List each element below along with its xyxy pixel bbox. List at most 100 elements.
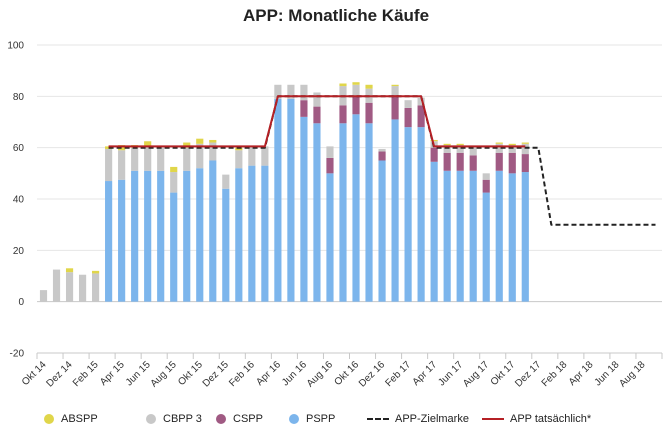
bar-cspp: [404, 107, 412, 128]
y-tick-label: 20: [13, 246, 25, 257]
bar-pspp: [352, 114, 360, 302]
x-tick-label: Jun 16: [280, 359, 309, 388]
x-tick-label: Aug 15: [149, 359, 179, 389]
bar-pspp: [326, 173, 334, 302]
bar-cspp: [326, 157, 334, 174]
bar-pspp: [456, 170, 464, 302]
bar-pspp: [521, 172, 529, 302]
bar-cbpp-3: [495, 143, 503, 153]
y-tick-label: 0: [18, 297, 24, 308]
bar-pspp: [391, 119, 399, 302]
bar-abspp: [183, 142, 191, 148]
bar-cbpp-3: [274, 84, 282, 99]
bar-cspp: [482, 179, 490, 193]
bar-abspp: [521, 142, 529, 144]
legend-item-app-zielmarke[interactable]: APP-Zielmarke: [367, 410, 469, 428]
legend-label: ABSPP: [61, 413, 98, 425]
bar-cbpp-3: [92, 273, 100, 302]
x-tick-label: Feb 17: [383, 359, 413, 389]
bar-cbpp-3: [170, 172, 178, 193]
bar-pspp: [313, 123, 321, 302]
x-tick-label: Feb 15: [71, 359, 101, 389]
bar-cbpp-3: [105, 148, 113, 182]
bar-pspp: [430, 161, 438, 302]
bar-cbpp-3: [235, 150, 243, 169]
bar-cbpp-3: [157, 147, 165, 171]
bar-abspp: [196, 138, 204, 144]
bar-cbpp-3: [222, 174, 230, 189]
bar-abspp: [170, 166, 178, 173]
bar-abspp: [495, 142, 503, 144]
legend-label: APP tatsächlich*: [510, 413, 592, 425]
x-tick-label: Feb 18: [540, 359, 570, 389]
bar-pspp: [118, 179, 126, 302]
bar-abspp: [339, 83, 347, 87]
legend-item-pspp[interactable]: PSPP: [289, 410, 335, 428]
bar-cbpp-3: [404, 100, 412, 108]
bar-cbpp-3: [248, 146, 256, 166]
bar-cbpp-3: [417, 97, 425, 106]
x-tick-label: Feb 16: [227, 359, 257, 389]
legend-label: CSPP: [233, 413, 263, 425]
bar-abspp: [144, 141, 152, 147]
x-tick-label: Jun 15: [124, 359, 153, 388]
bar-cspp: [521, 154, 529, 173]
bar-pspp: [131, 170, 139, 302]
bar-cbpp-3: [209, 142, 217, 161]
x-tick-label: Okt 14: [20, 359, 49, 388]
bar-pspp: [482, 192, 490, 302]
x-tick-label: Dez 15: [201, 359, 231, 389]
bar-cbpp-3: [456, 145, 464, 153]
legend-item-cspp[interactable]: CSPP: [216, 410, 263, 428]
legend-swatch: [146, 414, 156, 424]
legend-item-app-tats-chlich-[interactable]: APP tatsächlich*: [482, 410, 591, 428]
bar-cbpp-3: [521, 143, 529, 155]
legend-swatch: [289, 414, 299, 424]
x-tick-label: Jun 18: [593, 359, 622, 388]
legend-label: APP-Zielmarke: [395, 413, 469, 425]
y-tick-label: 80: [13, 92, 25, 103]
bar-abspp: [118, 145, 126, 151]
bar-cbpp-3: [391, 86, 399, 96]
bar-cbpp-3: [39, 290, 48, 302]
y-tick-label: 100: [7, 41, 24, 52]
x-tick-label: Apr 17: [411, 359, 440, 388]
bar-pspp: [183, 170, 191, 302]
bar-cbpp-3: [326, 146, 334, 158]
bar-cspp: [391, 95, 399, 120]
bar-cbpp-3: [52, 269, 61, 302]
bar-cbpp-3: [118, 150, 126, 180]
bar-pspp: [261, 165, 269, 302]
bar-pspp: [170, 192, 178, 302]
bar-cbpp-3: [508, 145, 516, 153]
bar-cspp: [365, 102, 373, 124]
legend-swatch: [216, 414, 226, 424]
x-tick-label: Apr 15: [98, 359, 127, 388]
legend-item-abspp[interactable]: ABSPP: [44, 410, 98, 428]
legend-swatch: [482, 418, 504, 420]
bar-abspp: [65, 268, 74, 273]
bar-cbpp-3: [443, 145, 451, 153]
legend-swatch: [367, 418, 389, 420]
bar-abspp: [352, 82, 360, 85]
bar-pspp: [495, 170, 503, 302]
bar-pspp: [417, 127, 425, 302]
x-tick-label: Apr 18: [567, 359, 596, 388]
legend-item-cbpp-3[interactable]: CBPP 3: [146, 410, 202, 428]
bar-pspp: [196, 168, 204, 302]
bar-abspp: [508, 143, 516, 146]
bar-abspp: [365, 84, 373, 89]
bar-cspp: [339, 105, 347, 124]
x-tick-label: Aug 18: [617, 359, 647, 389]
bar-pspp: [144, 170, 152, 302]
x-tick-label: Okt 17: [489, 359, 518, 388]
bar-cspp: [378, 151, 386, 161]
bar-abspp: [92, 270, 100, 274]
bar-cbpp-3: [352, 84, 360, 97]
bar-abspp: [456, 143, 464, 146]
bar-cbpp-3: [131, 147, 139, 171]
bar-abspp: [209, 139, 217, 143]
y-tick-label: 60: [13, 143, 25, 154]
